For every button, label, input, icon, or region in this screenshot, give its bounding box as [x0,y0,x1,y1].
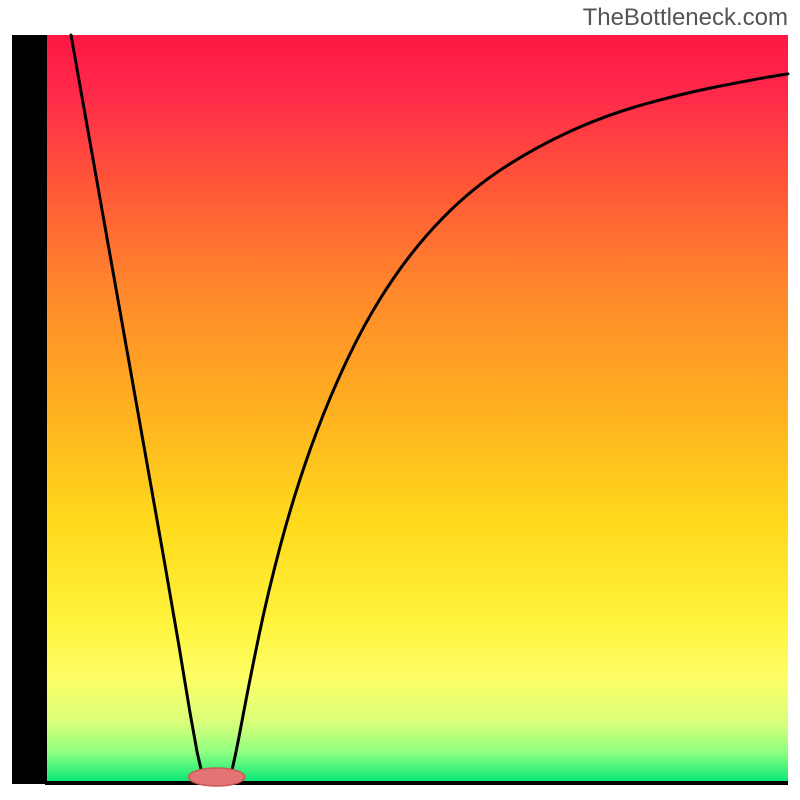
bottleneck-curve-chart [0,0,800,800]
chart-container: TheBottleneck.com [0,0,800,800]
optimal-point-marker [189,768,245,786]
watermark-text: TheBottleneck.com [583,4,788,32]
